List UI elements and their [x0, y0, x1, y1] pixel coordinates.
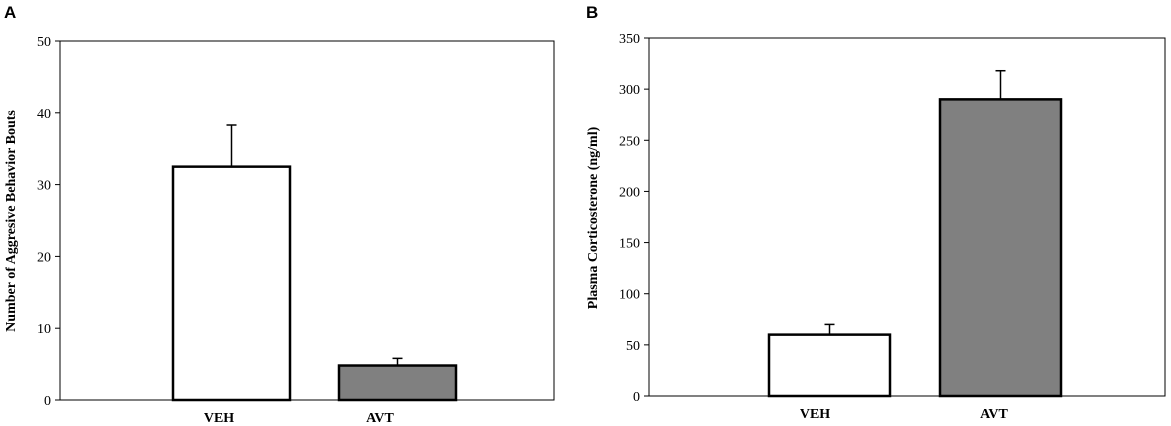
panel-a-bars	[171, 124, 458, 402]
panel-b-category-avt: AVT	[980, 407, 1008, 422]
panel-a-category-avt: AVT	[366, 411, 394, 426]
panel-a-y-ticks: 0 10 20 30 40 50	[37, 35, 60, 409]
panel-a-y-axis-label: Number of Aggresive Behavior Bouts	[4, 110, 19, 332]
panel-a-y-tick-label: 50	[37, 35, 51, 50]
panel-b-y-tick-label: 300	[619, 83, 640, 98]
panel-a-bar-avt	[337, 364, 458, 402]
panel-b-bars	[767, 69, 1063, 398]
panel-b-y-tick-label: 250	[619, 134, 640, 149]
panel-a-y-tick-label: 20	[37, 250, 51, 265]
panel-b-y-tick-label: 100	[619, 288, 640, 303]
panel-b-plot-frame	[648, 37, 1166, 397]
panel-a-y-tick-label: 30	[37, 179, 51, 194]
panel-a-y-tick-label: 0	[44, 394, 51, 409]
panel-a-y-tick-label: 10	[37, 322, 51, 337]
panel-a-label: A	[4, 3, 16, 22]
panel-b-y-tick-label: 200	[619, 185, 640, 200]
panel-b-y-axis-label: Plasma Corticosterone (ng/ml)	[586, 126, 601, 309]
panel-b-label: B	[586, 3, 598, 22]
panel-b-y-ticks: 0 50 100 150 200 250 300 350	[619, 32, 649, 405]
panel-a-plot-frame	[59, 40, 555, 401]
panel-a-bar-veh	[171, 165, 292, 402]
panel-b-bar-veh	[767, 333, 892, 398]
panel-b-y-tick-label: 50	[626, 339, 640, 354]
panel-a-y-tick-label: 40	[37, 107, 51, 122]
panel-b: B Plasma Corticosterone (ng/ml) 0 50 100 15…	[586, 3, 1166, 422]
panel-b-y-tick-label: 150	[619, 237, 640, 252]
panel-b-y-tick-label: 350	[619, 32, 640, 47]
panel-a: A Number of Aggresive Behavior Bouts 0 10…	[4, 3, 555, 426]
panel-b-bar-avt	[938, 98, 1063, 398]
panel-a-category-veh: VEH	[204, 411, 234, 426]
panel-b-category-veh: VEH	[800, 407, 830, 422]
panel-b-y-tick-label: 0	[633, 390, 640, 405]
